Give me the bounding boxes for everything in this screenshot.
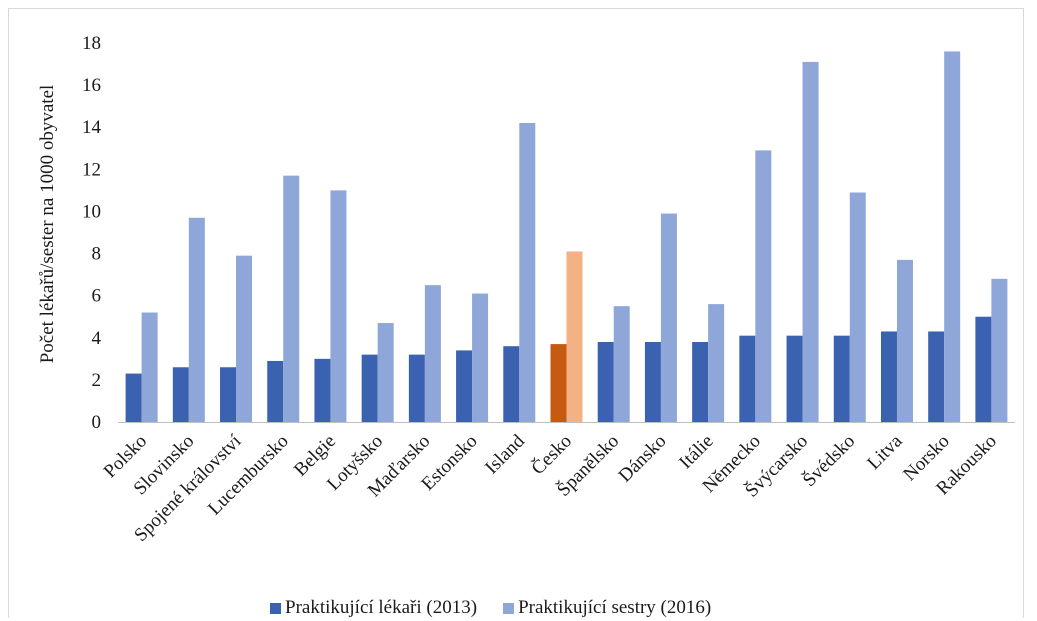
bar-nurses bbox=[755, 150, 772, 422]
bar-nurses bbox=[141, 312, 158, 422]
bar-nurses bbox=[944, 51, 961, 423]
bar-nurses bbox=[377, 323, 394, 422]
chart-frame bbox=[8, 8, 1024, 618]
legend-item-nurses: Praktikující sestry (2016) bbox=[503, 597, 711, 619]
y-tick-label: 2 bbox=[92, 370, 102, 391]
bar-nurses bbox=[424, 285, 441, 422]
y-tick-label: 12 bbox=[82, 159, 101, 180]
bar-doctors bbox=[314, 358, 331, 422]
legend: Praktikující lékaři (2013) Praktikující … bbox=[270, 596, 737, 620]
bar-nurses bbox=[991, 278, 1008, 422]
bar-nurses bbox=[566, 251, 583, 422]
bar-nurses bbox=[896, 259, 913, 422]
bar-doctors bbox=[739, 335, 756, 422]
legend-swatch-doctors bbox=[270, 602, 281, 614]
y-tick-label: 8 bbox=[92, 244, 102, 265]
bar-doctors bbox=[833, 335, 850, 422]
y-tick-label: 0 bbox=[92, 412, 102, 433]
x-tick-label: Island bbox=[481, 430, 529, 478]
legend-swatch-nurses bbox=[503, 602, 515, 614]
y-tick-label: 6 bbox=[92, 286, 102, 307]
x-tick-label: Dánsko bbox=[615, 431, 671, 487]
bar-nurses bbox=[330, 190, 347, 422]
y-tick-label: 4 bbox=[92, 328, 102, 349]
x-tick-label: Itálie bbox=[675, 431, 717, 473]
x-tick-label: Švédsko bbox=[798, 430, 859, 491]
bar-doctors bbox=[408, 354, 425, 422]
bar-nurses bbox=[472, 293, 489, 422]
y-tick-label: 16 bbox=[82, 75, 101, 96]
bar-doctors bbox=[503, 346, 520, 422]
legend-label-doctors: Praktikující lékaři (2013) bbox=[285, 597, 478, 618]
bar-doctors bbox=[644, 341, 661, 422]
bar-doctors bbox=[456, 350, 473, 422]
bar-doctors bbox=[172, 367, 189, 422]
bar-doctors bbox=[125, 373, 142, 422]
bar-nurses bbox=[613, 306, 630, 422]
bar-nurses bbox=[236, 255, 253, 422]
bar-nurses bbox=[660, 213, 677, 422]
y-tick-label: 10 bbox=[82, 201, 101, 222]
y-axis-title: Počet lékařů/sester na 1000 obyvatel bbox=[37, 85, 58, 364]
bar-doctors bbox=[220, 367, 237, 422]
bar-nurses bbox=[519, 123, 536, 422]
y-tick-label: 14 bbox=[82, 117, 102, 138]
y-tick-label: 18 bbox=[82, 33, 101, 54]
bar-doctors bbox=[786, 335, 803, 422]
bar-doctors bbox=[692, 341, 709, 422]
y-tick-labels: 0 2 4 6 8 10 12 14 16 18 bbox=[82, 33, 102, 433]
bar-doctors bbox=[928, 331, 945, 422]
bar-nurses bbox=[849, 192, 866, 422]
bar-nurses bbox=[708, 304, 725, 422]
y-axis-title-group: Počet lékařů/sester na 1000 obyvatel bbox=[37, 85, 58, 364]
bar-chart: Počet lékařů/sester na 1000 obyvatel 0 2 4… bbox=[37, 33, 1015, 546]
bar-nurses bbox=[802, 61, 819, 422]
legend-label-nurses: Praktikující sestry (2016) bbox=[518, 597, 712, 618]
bar-nurses bbox=[283, 175, 300, 422]
bar-doctors bbox=[975, 316, 992, 422]
x-tick-label: Litva bbox=[863, 430, 907, 474]
bar-doctors bbox=[267, 360, 284, 422]
bar-doctors bbox=[361, 354, 378, 422]
legend-item-doctors: Praktikující lékaři (2013) bbox=[270, 597, 477, 619]
bar-nurses bbox=[188, 217, 205, 422]
bar-doctors bbox=[880, 331, 897, 422]
bar-doctors bbox=[597, 341, 614, 422]
bars-group bbox=[125, 51, 1008, 423]
bar-doctors bbox=[550, 344, 567, 422]
